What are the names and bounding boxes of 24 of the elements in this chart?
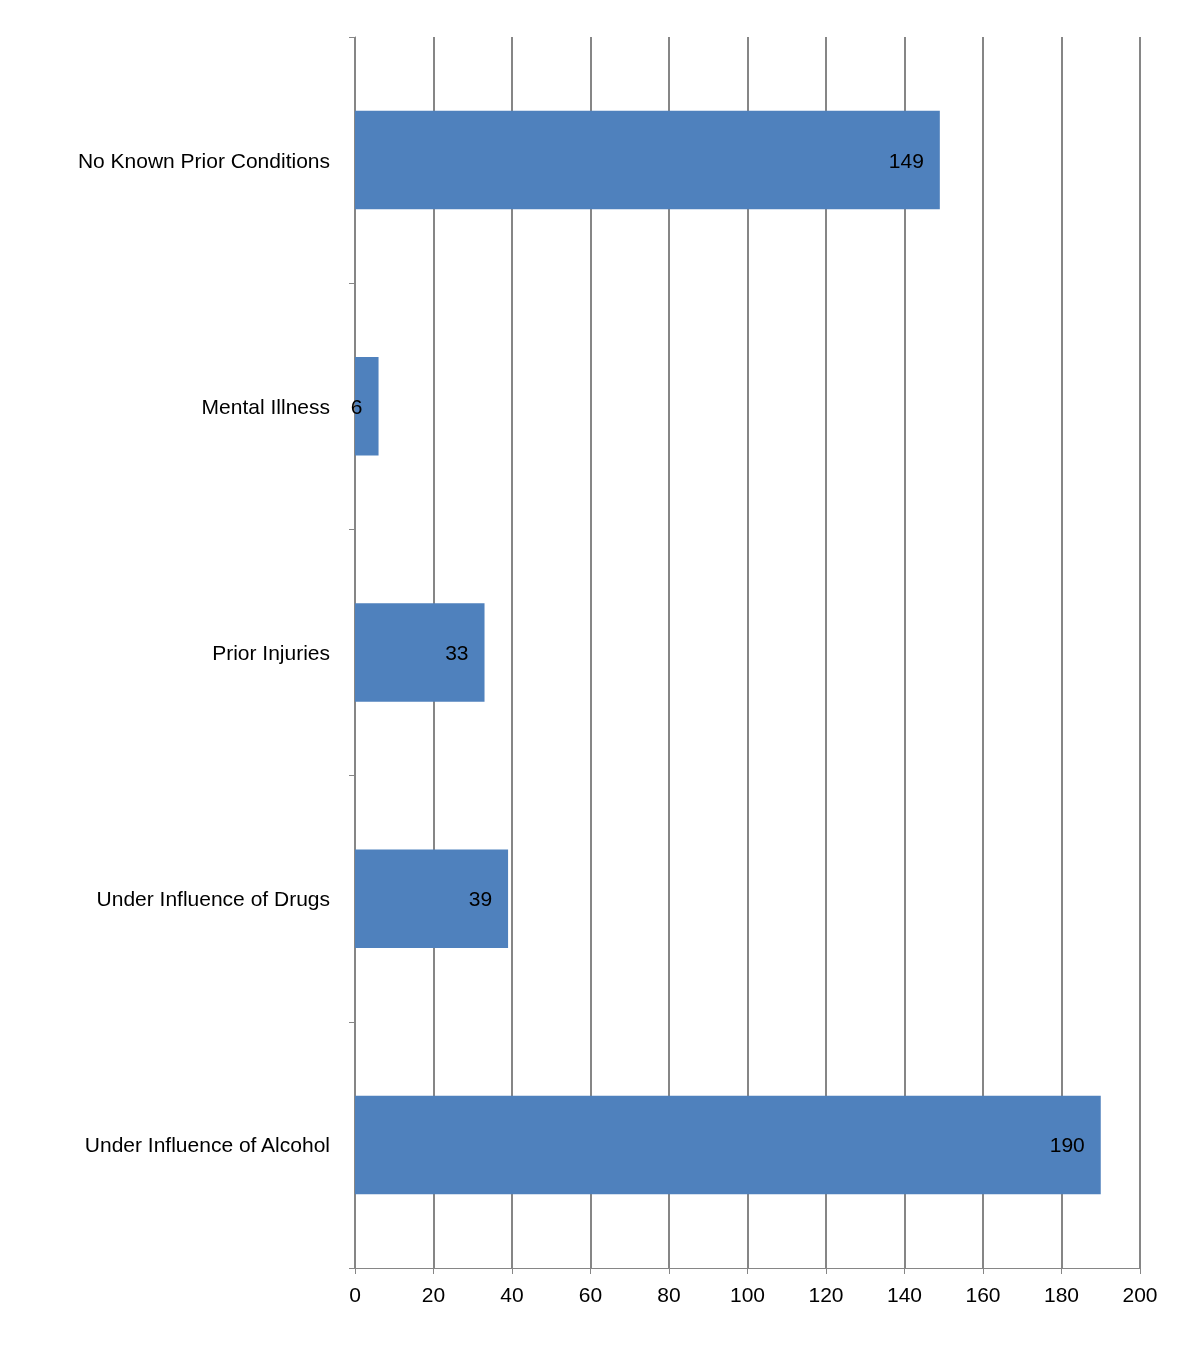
y-tick-label: Mental Illness bbox=[201, 394, 330, 418]
bar bbox=[355, 849, 509, 948]
bar bbox=[355, 110, 940, 210]
x-tick-label: 140 bbox=[886, 1283, 923, 1306]
x-tick-label: 120 bbox=[808, 1283, 844, 1306]
bar bbox=[355, 1095, 1101, 1195]
x-tick-label: 40 bbox=[500, 1283, 524, 1306]
y-tick-label: Under Influence of Drugs bbox=[96, 887, 330, 911]
data-label: 149 bbox=[888, 148, 924, 172]
x-tick-label: 180 bbox=[1043, 1283, 1080, 1306]
y-tick-label: No Known Prior Conditions bbox=[77, 148, 330, 172]
x-tick-label: 0 bbox=[349, 1283, 361, 1306]
y-tick-label: Prior Injuries bbox=[212, 641, 330, 664]
data-label: 33 bbox=[445, 641, 469, 664]
x-tick-label: 100 bbox=[729, 1283, 766, 1306]
x-tick-label: 60 bbox=[578, 1283, 603, 1306]
x-tick-label: 20 bbox=[421, 1283, 446, 1306]
data-label: 39 bbox=[468, 887, 493, 911]
x-tick-label: 160 bbox=[965, 1283, 1001, 1306]
x-tick-label: 200 bbox=[1122, 1283, 1158, 1306]
data-label: 190 bbox=[1049, 1133, 1085, 1157]
bar bbox=[355, 603, 485, 702]
x-tick-label: 80 bbox=[657, 1283, 681, 1306]
y-tick-label: Under Influence of Alcohol bbox=[84, 1133, 330, 1157]
